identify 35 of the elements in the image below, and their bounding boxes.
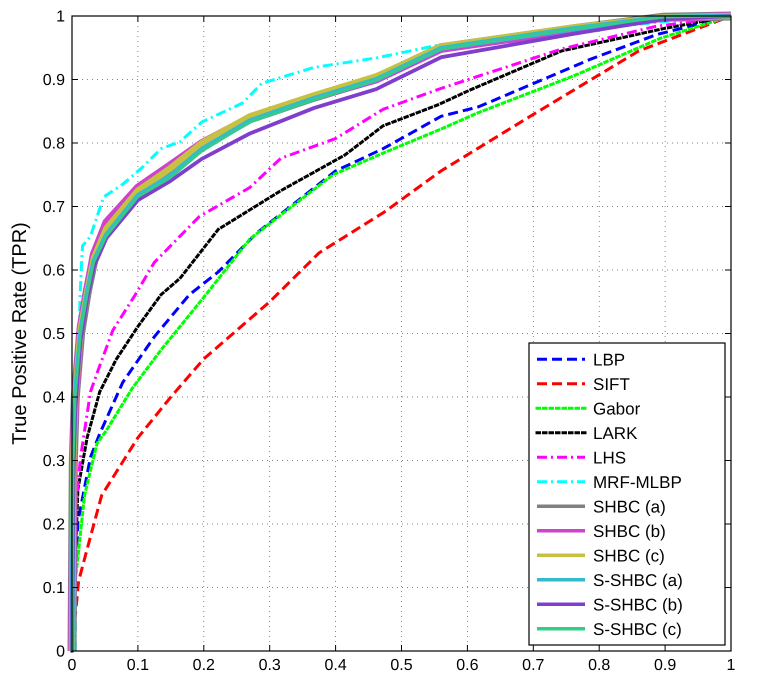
y-tick-label: 0.6	[42, 262, 66, 280]
x-tick-label: 0.4	[324, 657, 347, 674]
y-tick-label: 0.1	[42, 580, 66, 597]
legend-label: LHS	[593, 448, 626, 468]
y-tick-label: 0.2	[42, 516, 66, 534]
legend-label: SHBC (c)	[593, 546, 665, 566]
x-tick-label: 0.2	[192, 657, 216, 674]
legend-label: S-SHBC (a)	[593, 570, 683, 590]
y-tick-label: 0.8	[42, 136, 66, 152]
x-tick-label: 0.9	[654, 657, 676, 674]
x-tick-label: 0.8	[588, 657, 610, 674]
x-tick-label: 0.7	[522, 657, 545, 674]
y-tick-label: 0.7	[42, 199, 66, 216]
y-tick-label: 0	[56, 644, 66, 660]
legend-label: MRF-MLBP	[593, 472, 682, 492]
y-tick-label: 0.4	[42, 390, 66, 406]
legend-label: LBP	[593, 350, 626, 370]
x-tick-label: 0.5	[390, 657, 413, 674]
legend-label: SIFT	[593, 374, 630, 394]
x-tick-label: 0.3	[258, 657, 281, 674]
y-tick-label: 1	[56, 8, 66, 26]
y-axis-title: True Positive Rate (TPR)	[9, 222, 31, 445]
legend-label: Gabor	[593, 399, 641, 418]
legend-label: SHBC (a)	[593, 497, 666, 516]
x-tick-label: 0	[68, 657, 77, 674]
legend-label: SHBC (b)	[593, 522, 666, 541]
y-tick-label: 0.9	[42, 72, 66, 89]
x-tick-label: 1	[726, 657, 736, 674]
y-tick-label: 0.3	[42, 453, 66, 470]
legend-label: LARK	[593, 424, 638, 443]
x-tick-label: 0.1	[126, 657, 150, 674]
y-tick-label: 0.5	[42, 326, 66, 343]
legend-label: S-SHBC (c)	[593, 620, 682, 639]
x-tick-label: 0.6	[456, 657, 479, 674]
legend-label: S-SHBC (b)	[593, 595, 683, 614]
